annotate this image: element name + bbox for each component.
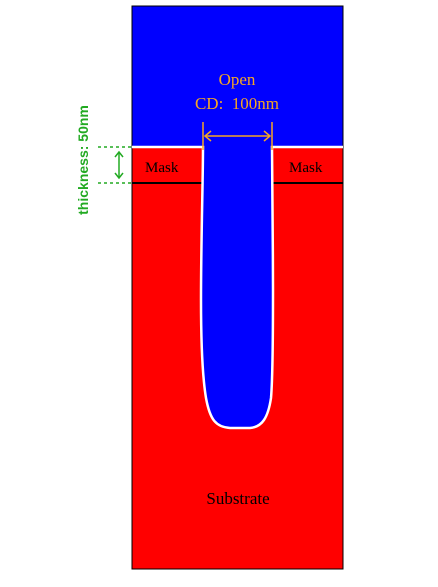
thickness-dimension-marker — [98, 146, 131, 184]
substrate-label: Substrate — [206, 489, 269, 508]
cd-label: CD: 100nm — [195, 94, 279, 113]
cd-dimension-arrow — [202, 122, 273, 150]
mask-label-left: Mask — [145, 160, 179, 176]
etched-trench-profile — [132, 145, 343, 430]
open-region — [132, 6, 343, 147]
simulation-frame — [131, 5, 344, 570]
open-label: Open — [219, 70, 256, 89]
mask-label-right: Mask — [289, 160, 323, 176]
thickness-label: thickness: 50nm — [75, 105, 91, 215]
